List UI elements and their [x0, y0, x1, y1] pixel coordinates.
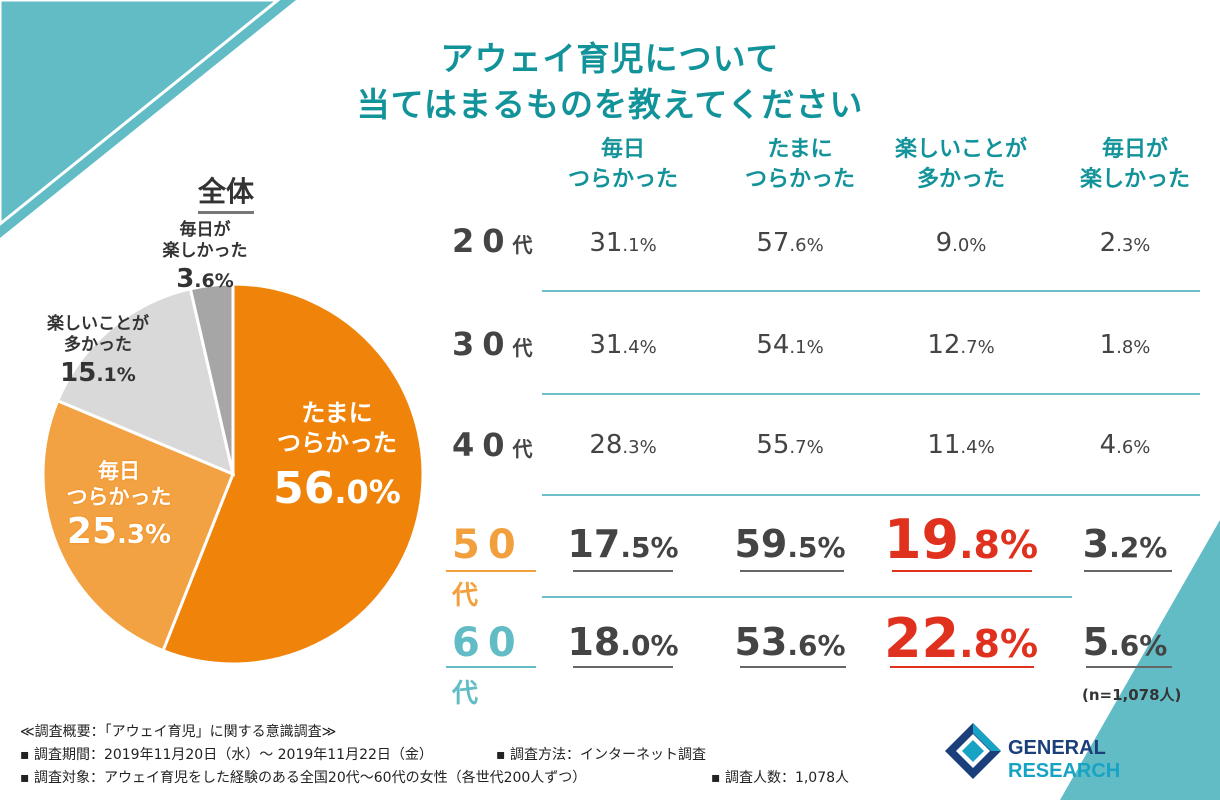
- cell-60s-col1: 18.0%: [567, 620, 679, 664]
- top-left-corner-decoration: [0, 0, 296, 238]
- cell-50s-col1: 17.5%: [567, 522, 679, 566]
- bottom-right-corner-decoration: [1060, 520, 1220, 800]
- cell-20s-col1: 31.1%: [589, 228, 657, 258]
- title-line-2: 当てはまるものを教えてください: [356, 85, 864, 124]
- cell-50s-col2: 59.5%: [734, 522, 846, 566]
- pie-slice-3: [188, 282, 235, 475]
- column-header-tamani-tsurai: たまに つらかった: [744, 137, 855, 192]
- pie-label-mainichi-tsurai: 毎日 つらかった 25.3%: [66, 459, 172, 552]
- row-label-60s: 60代: [452, 620, 524, 709]
- cell-underline: [1084, 570, 1172, 572]
- pie-chart: [41, 282, 425, 666]
- cell-40s-col4: 4.6%: [1099, 430, 1151, 460]
- pie-label-mainichi-tanoshii: 毎日が 楽しかった 3.6%: [162, 220, 248, 294]
- row-60s-underline: [446, 666, 536, 668]
- pie-slice-1: [41, 398, 235, 653]
- row-label-20s: 20代: [452, 222, 533, 260]
- cell-underline: [573, 570, 673, 572]
- pie-slice-2: [55, 287, 236, 477]
- column-header-mainichi-tsurai: 毎日 つらかった: [567, 137, 678, 192]
- cell-underline: [890, 666, 1034, 668]
- cell-60s-col2: 53.6%: [734, 620, 846, 664]
- pie-slice-0: [161, 282, 425, 666]
- cell-60s-col3: 22.8%: [883, 607, 1039, 670]
- row-separator: [542, 290, 1200, 292]
- cell-underline: [573, 666, 673, 668]
- cell-30s-col1: 31.4%: [589, 330, 657, 360]
- cell-20s-col3: 9.0%: [935, 228, 987, 258]
- row-separator: [542, 596, 1072, 598]
- cell-40s-col2: 55.7%: [756, 430, 824, 460]
- footer-line-2a: ▪ 調査期間：2019年11月20日（水）～ 2019年11月22日（金）: [20, 747, 433, 763]
- chart-title: アウェイ育児について 当てはまるものを教えてください: [0, 36, 1220, 128]
- row-50s-underline: [446, 570, 536, 572]
- cell-30s-col3: 12.7%: [927, 330, 995, 360]
- cell-underline: [1086, 666, 1172, 668]
- row-label-40s: 40代: [452, 426, 533, 464]
- pie-title: 全体: [198, 170, 255, 214]
- pie-label-tanoshii: 楽しいことが 多かった 15.1%: [47, 314, 149, 388]
- row-separator: [542, 494, 1200, 496]
- cell-20s-col2: 57.6%: [756, 228, 824, 258]
- cell-underline: [740, 570, 844, 572]
- title-line-1: アウェイ育児について: [440, 39, 780, 78]
- footer-line-1: ≪調査概要：「アウェイ育児」に関する意識調査≫: [20, 724, 337, 740]
- cell-30s-col4: 1.8%: [1099, 330, 1151, 360]
- column-header-mainichi-tanoshii: 毎日が 楽しかった: [1079, 137, 1190, 192]
- footer-line-3a: ▪ 調査対象：アウェイ育児をした経験のある全国20代～60代の女性（各世代200…: [20, 770, 587, 786]
- cell-30s-col2: 54.1%: [756, 330, 824, 360]
- sample-size-note: (n=1,078人): [1082, 686, 1182, 704]
- footer-line-2b: ▪ 調査方法：インターネット調査: [496, 747, 706, 763]
- pie-label-tamani: たまに つらかった 56.0%: [273, 399, 401, 514]
- column-header-tanoshii: 楽しいことが 多かった: [894, 137, 1027, 192]
- cell-20s-col4: 2.3%: [1099, 228, 1151, 258]
- cell-underline: [740, 666, 846, 668]
- row-label-50s: 50代: [452, 522, 524, 611]
- logo-text: GENERAL RESEARCH: [1008, 737, 1121, 782]
- general-research-logo-icon: [945, 723, 1001, 779]
- cell-50s-col3: 19.8%: [883, 508, 1039, 571]
- cell-underline: [892, 570, 1032, 572]
- cell-40s-col3: 11.4%: [927, 430, 995, 460]
- row-separator: [542, 393, 1200, 395]
- cell-40s-col1: 28.3%: [589, 430, 657, 460]
- cell-50s-col4: 3.2%: [1082, 522, 1168, 566]
- footer-line-3b: ▪ 調査人数：1,078人: [711, 770, 850, 786]
- cell-60s-col4: 5.6%: [1082, 620, 1168, 664]
- row-label-30s: 30代: [452, 325, 533, 363]
